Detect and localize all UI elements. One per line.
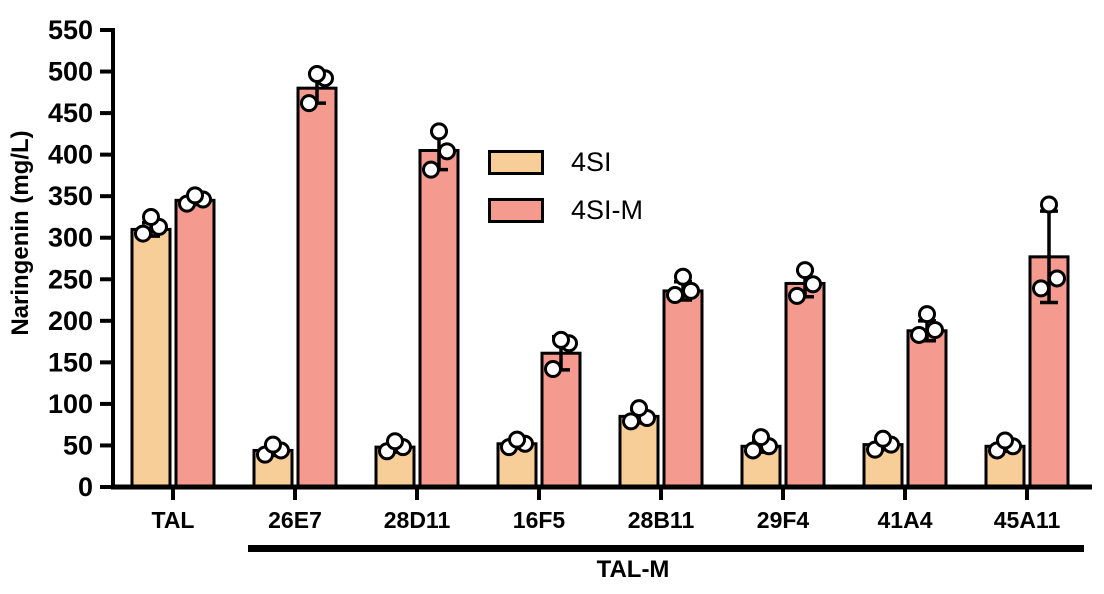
data-point-4SI-M-45A11 (1032, 279, 1050, 298)
x-category-label: 28B11 (628, 507, 695, 533)
data-point-4SI-M-26E7 (308, 65, 326, 84)
y-tick-label: 300 (48, 223, 93, 253)
x-category-label: 45A11 (994, 507, 1061, 533)
bar-4SI-M-TAL (174, 198, 216, 489)
y-tick-label: 250 (48, 264, 93, 294)
data-point-4SI-M-28D11 (438, 142, 456, 161)
y-tick-label: 150 (48, 347, 93, 377)
data-point-4SI-M-28D11 (422, 160, 440, 179)
data-point-4SI-M-29F4 (796, 261, 814, 280)
data-point-4SI-TAL (142, 207, 160, 226)
legend-swatch-4si (488, 150, 544, 175)
y-tick-label: 200 (48, 306, 93, 336)
data-point-4SI-M-28B11 (682, 281, 700, 300)
legend-item-4si: 4SI (488, 147, 643, 177)
data-point-4SI-M-28B11 (666, 286, 684, 305)
data-point-4SI-M-16F5 (552, 330, 570, 349)
legend-label-4si-m: 4SI-M (571, 195, 644, 225)
legend-swatch-4si-m (488, 198, 544, 223)
data-point-4SI-41A4 (874, 429, 892, 448)
data-point-4SI-M-28D11 (430, 122, 448, 141)
data-point-4SI-M-16F5 (544, 360, 562, 379)
x-category-label: 28D11 (384, 507, 451, 533)
bar-4SI-M-28D11 (418, 148, 460, 489)
data-point-4SI-M-29F4 (804, 275, 822, 294)
group-bracket (248, 545, 1084, 552)
data-point-4SI-M-41A4 (918, 305, 936, 324)
y-tick-label: 450 (48, 98, 93, 128)
bar-4SI-M-26E7 (296, 86, 338, 489)
y-tick-label: 350 (48, 181, 93, 211)
legend: 4SI 4SI-M (488, 147, 644, 246)
legend-label-4si: 4SI (571, 147, 612, 177)
data-point-4SI-29F4 (752, 428, 770, 447)
y-tick-label: 0 (78, 472, 93, 502)
data-point-4SI-M-29F4 (788, 286, 806, 305)
x-category-label: TAL (151, 507, 194, 533)
data-point-4SI-29F4 (744, 441, 762, 460)
data-point-4SI-M-41A4 (926, 320, 944, 339)
data-point-4SI-28B11 (630, 399, 648, 418)
bar-4SI-M-28B11 (662, 289, 704, 489)
data-point-4SI-M-28B11 (674, 267, 692, 286)
y-tick-label: 500 (48, 57, 93, 87)
data-point-4SI-M-41A4 (910, 325, 928, 344)
y-tick-label: 100 (48, 389, 93, 419)
x-category-label: 29F4 (757, 507, 810, 533)
bar-4SI-TAL (130, 227, 172, 489)
data-point-4SI-26E7 (264, 435, 282, 454)
y-axis-title: Naringenin (mg/L) (7, 130, 34, 336)
data-point-4SI-TAL (134, 224, 152, 243)
data-point-4SI-M-26E7 (300, 94, 318, 113)
group-bracket-label: TAL-M (596, 556, 670, 583)
x-category-label: 26E7 (268, 507, 322, 533)
data-point-4SI-45A11 (996, 431, 1014, 450)
bar-4SI-M-41A4 (906, 329, 948, 489)
legend-item-4si-m: 4SI-M (488, 195, 644, 225)
y-tick-label: 550 (48, 15, 93, 45)
bar-4SI-M-29F4 (784, 281, 826, 489)
data-point-4SI-16F5 (508, 430, 526, 449)
x-category-label: 16F5 (513, 507, 566, 533)
data-point-4SI-28D11 (386, 432, 404, 451)
data-point-4SI-M-TAL (186, 186, 204, 205)
data-point-4SI-M-45A11 (1040, 195, 1058, 214)
y-tick-label: 400 (48, 140, 93, 170)
x-category-label: 41A4 (878, 507, 933, 533)
data-point-4SI-M-45A11 (1048, 269, 1066, 288)
y-tick-label: 50 (63, 430, 93, 460)
data-point-4SI-28B11 (622, 412, 640, 431)
